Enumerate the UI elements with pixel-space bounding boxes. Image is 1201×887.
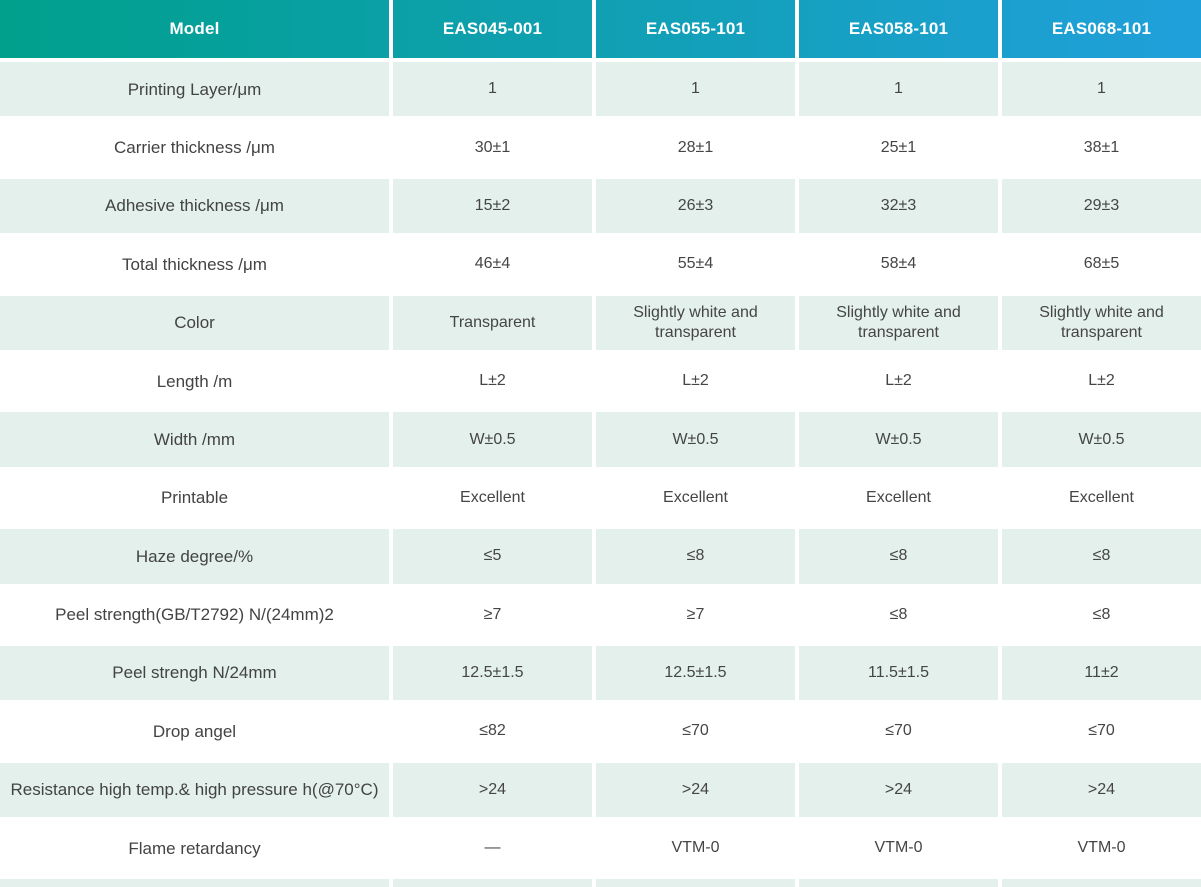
cell-value: —	[393, 821, 592, 876]
cell-value: L±2	[393, 353, 592, 409]
cell-value: 1	[1002, 62, 1201, 117]
cell-value: W±0.5	[1002, 412, 1201, 467]
row-label: Color	[0, 295, 389, 350]
row-label: Flame retardancy	[0, 821, 389, 876]
cell-value: 58±4	[799, 237, 998, 292]
cell-value: Slightly white and transparent	[596, 295, 795, 350]
cell-value	[393, 879, 592, 887]
cell-value: 38±1	[1002, 120, 1201, 175]
cell-value: 12.5±1.5	[393, 645, 592, 701]
row-label: Peel strength(GB/T2792) N/(24mm)2	[0, 587, 389, 642]
cell-value: >24	[799, 762, 998, 818]
row-label	[0, 879, 389, 887]
cell-value: ≤5	[393, 529, 592, 584]
cell-value: ≥7	[596, 587, 795, 642]
cell-value: ≤8	[1002, 529, 1201, 584]
cell-value: ≥7	[393, 587, 592, 642]
cell-value: 30±1	[393, 120, 592, 175]
row-label: Printable	[0, 470, 389, 526]
row-label: Carrier thickness /μm	[0, 120, 389, 175]
cell-value: 1	[799, 62, 998, 117]
row-label: Total thickness /μm	[0, 237, 389, 292]
cell-value: >24	[1002, 762, 1201, 818]
cell-value: W±0.5	[393, 412, 592, 467]
cell-value: 11±2	[1002, 645, 1201, 701]
row-label: Resistance high temp.& high pressure h(@…	[0, 762, 389, 818]
cell-value: ≤82	[393, 704, 592, 759]
column-header-model: Model	[0, 0, 389, 58]
cell-value: L±2	[1002, 353, 1201, 409]
cell-value: ≤70	[596, 704, 795, 759]
cell-value: 15±2	[393, 178, 592, 234]
row-label: Drop angel	[0, 704, 389, 759]
cell-value: ≤70	[799, 704, 998, 759]
cell-value: 29±3	[1002, 178, 1201, 234]
cell-value	[596, 879, 795, 887]
cell-value: 55±4	[596, 237, 795, 292]
cell-value: L±2	[799, 353, 998, 409]
cell-value: ≤8	[799, 587, 998, 642]
cell-value: Excellent	[799, 470, 998, 526]
row-label: Adhesive thickness /μm	[0, 178, 389, 234]
cell-value: 28±1	[596, 120, 795, 175]
cell-value: VTM-0	[596, 821, 795, 876]
cell-value: L±2	[596, 353, 795, 409]
cell-value: ≤8	[1002, 587, 1201, 642]
row-label: Printing Layer/μm	[0, 62, 389, 117]
cell-value: Excellent	[596, 470, 795, 526]
cell-value: Slightly white and transparent	[1002, 295, 1201, 350]
column-header-eas068: EAS068-101	[1002, 0, 1201, 58]
cell-value	[1002, 879, 1201, 887]
cell-value: 46±4	[393, 237, 592, 292]
cell-value: 26±3	[596, 178, 795, 234]
cell-value: Excellent	[1002, 470, 1201, 526]
cell-value: 1	[596, 62, 795, 117]
row-label: Haze degree/%	[0, 529, 389, 584]
cell-value: 25±1	[799, 120, 998, 175]
cell-value: 32±3	[799, 178, 998, 234]
column-header-eas058: EAS058-101	[799, 0, 998, 58]
column-header-eas045: EAS045-001	[393, 0, 592, 58]
cell-value: W±0.5	[799, 412, 998, 467]
cell-value: >24	[596, 762, 795, 818]
cell-value: VTM-0	[1002, 821, 1201, 876]
row-label: Length /m	[0, 353, 389, 409]
cell-value: ≤8	[596, 529, 795, 584]
cell-value: ≤8	[799, 529, 998, 584]
cell-value: 12.5±1.5	[596, 645, 795, 701]
cell-value: W±0.5	[596, 412, 795, 467]
cell-value: VTM-0	[799, 821, 998, 876]
column-header-eas055: EAS055-101	[596, 0, 795, 58]
cell-value: >24	[393, 762, 592, 818]
cell-value	[799, 879, 998, 887]
cell-value: Excellent	[393, 470, 592, 526]
cell-value: 1	[393, 62, 592, 117]
row-label: Width /mm	[0, 412, 389, 467]
cell-value: 68±5	[1002, 237, 1201, 292]
cell-value: 11.5±1.5	[799, 645, 998, 701]
cell-value: Slightly white and transparent	[799, 295, 998, 350]
cell-value: ≤70	[1002, 704, 1201, 759]
cell-value: Transparent	[393, 295, 592, 350]
row-label: Peel strengh N/24mm	[0, 645, 389, 701]
